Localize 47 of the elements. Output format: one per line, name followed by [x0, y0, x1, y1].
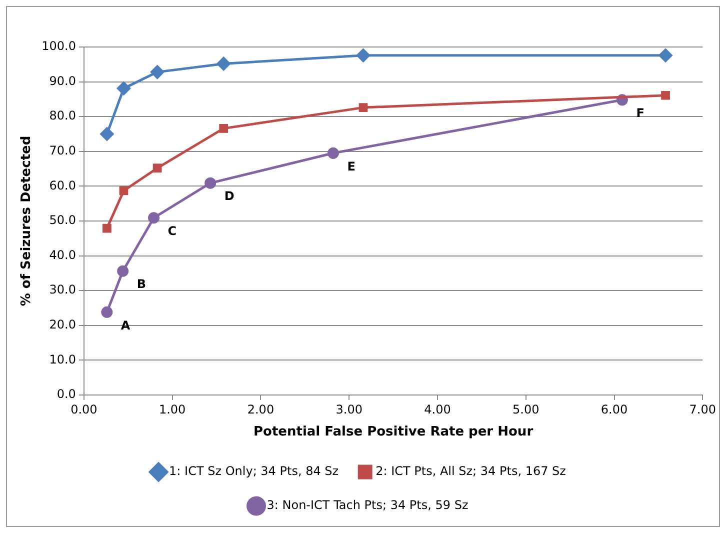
x-tick-label: 1.00: [158, 402, 186, 416]
x-tick-label: 6.00: [600, 402, 628, 416]
y-tick-label: 30.0: [49, 282, 76, 297]
x-tick-label: 3.00: [336, 402, 362, 416]
point: [102, 224, 112, 233]
y-tick-label: 0.0: [56, 387, 76, 402]
legend-label: 3: Non-ICT Tach Pts; 34 Pts, 59 Sz: [266, 498, 468, 512]
point: [152, 164, 162, 173]
y-tick-label: 40.0: [49, 248, 76, 262]
x-tick-label: 5.00: [512, 402, 540, 416]
point: [219, 124, 228, 133]
annotation: B: [136, 277, 146, 292]
y-tick-label: 20.0: [49, 318, 76, 332]
point: [119, 186, 128, 196]
point: [148, 212, 160, 224]
y-tick-label: 80.0: [49, 108, 76, 123]
point: [116, 82, 130, 96]
annotation: D: [224, 189, 234, 204]
point: [117, 265, 129, 277]
y-tick-label: 50.0: [49, 213, 76, 228]
legend-label: 1: ICT Sz Only; 34 Pts, 84 Sz: [169, 464, 339, 478]
point: [204, 177, 216, 189]
annotation: A: [120, 318, 131, 332]
y-tick-label: 60.0: [49, 178, 76, 192]
y-axis-title: % of Seizures Detected: [19, 136, 34, 306]
y-tick-label: 90.0: [49, 74, 76, 88]
annotation: E: [347, 159, 356, 174]
x-tick-label: 2.00: [247, 402, 274, 416]
point: [150, 65, 164, 79]
x-tick-label: 4.00: [424, 402, 451, 416]
point: [100, 127, 114, 141]
y-tick-label: 100.0: [42, 39, 76, 54]
annotation: F: [636, 106, 644, 120]
point: [658, 48, 672, 62]
x-axis-title: Potential False Positive Rate per Hour: [253, 424, 534, 440]
point: [358, 103, 368, 112]
point: [327, 147, 339, 159]
point: [101, 306, 113, 318]
point: [216, 56, 230, 70]
y-tick-label: 10.0: [49, 352, 76, 366]
y-tick-label: 70.0: [49, 144, 76, 158]
point: [661, 90, 670, 100]
annotation: C: [168, 224, 177, 238]
x-tick-label: 7.00: [689, 402, 716, 416]
legend-label: 2: ICT Pts, All Sz; 34 Pts, 167 Sz: [376, 464, 566, 478]
x-tick-label: 0.00: [70, 402, 98, 416]
point: [356, 48, 370, 62]
